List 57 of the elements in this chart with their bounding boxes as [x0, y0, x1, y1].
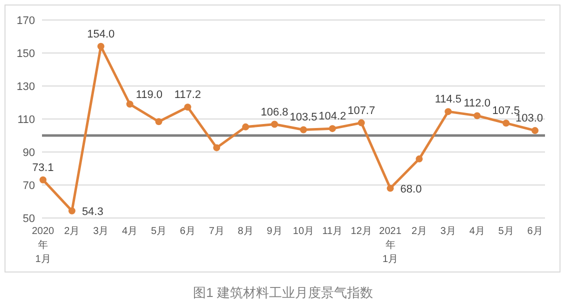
x-tick-label: 10月 [292, 226, 314, 237]
data-label: 112.0 [464, 98, 490, 110]
point [97, 42, 104, 50]
data-label: 103.0 [515, 112, 543, 125]
point [386, 184, 394, 192]
data-label: 73.1 [32, 162, 54, 174]
x-tick-label: 4月 [122, 226, 138, 237]
data-label: 114.5 [434, 94, 462, 106]
x-tick-label: 2020 年 1月 [32, 226, 55, 265]
data-label: 103.5 [290, 112, 318, 124]
y-tick-label: 130 [16, 81, 35, 93]
y-tick-label: 50 [22, 213, 35, 225]
data-label: 54.3 [82, 206, 104, 218]
x-tick-label: 2月 [64, 226, 80, 237]
point [358, 119, 365, 126]
y-tick-label: 150 [16, 48, 35, 60]
point [213, 144, 220, 152]
data-label: 117.2 [174, 89, 202, 102]
data-label: 107.7 [348, 104, 376, 117]
x-tick-label: 4月 [469, 226, 485, 237]
x-tick-label: 5月 [150, 226, 167, 237]
point [474, 112, 481, 120]
data-label: 68.0 [400, 183, 422, 196]
y-tick-label: 70 [22, 180, 35, 192]
data-label: 106.8 [260, 106, 288, 118]
x-tick-label: 11月 [322, 226, 343, 237]
point [300, 126, 307, 134]
x-tick-label: 12月 [350, 226, 372, 237]
point [242, 123, 250, 130]
y-tick-label: 110 [17, 114, 35, 126]
x-tick-label: 3月 [440, 226, 456, 237]
point [126, 100, 134, 108]
data-label: 104.2 [318, 110, 346, 123]
point [68, 207, 76, 214]
point [502, 120, 510, 127]
point [416, 155, 423, 162]
x-tick-label: 7月 [208, 226, 224, 237]
x-tick-label: 6月 [527, 226, 543, 237]
x-tick-label: 5月 [498, 226, 514, 237]
point [328, 125, 336, 132]
point [184, 104, 192, 111]
text: 图1 建筑材料工业月度景气指数 [193, 285, 373, 300]
x-tick-label: 2月 [411, 226, 428, 237]
point [532, 127, 538, 134]
point [444, 108, 452, 116]
x-tick-label: 6月 [180, 226, 196, 237]
point [271, 120, 278, 128]
y-tick-label: 90 [22, 147, 35, 159]
x-tick-label: 3月 [93, 226, 109, 237]
x-tick-label: 2021 年 1月 [379, 226, 402, 265]
data-label: 154.0 [87, 28, 115, 40]
data-label: 119.0 [136, 89, 163, 102]
point [40, 176, 46, 184]
y-tick-label: 170 [16, 15, 35, 27]
x-tick-label: 9月 [266, 226, 282, 237]
point [155, 118, 162, 126]
x-tick-label: 8月 [238, 226, 254, 237]
